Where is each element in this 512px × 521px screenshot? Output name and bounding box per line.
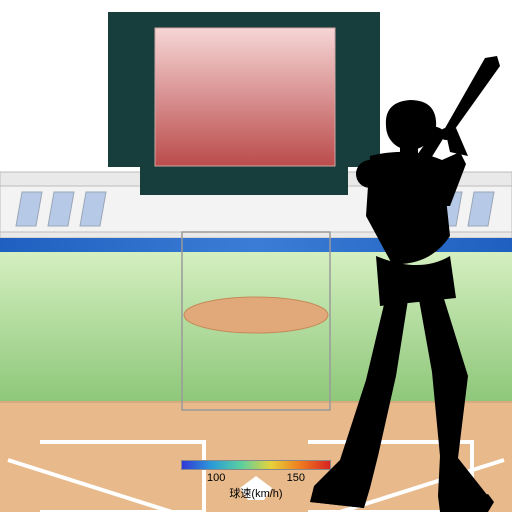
- legend-tick-min: 100: [207, 472, 225, 484]
- batter-silhouette: [300, 56, 512, 521]
